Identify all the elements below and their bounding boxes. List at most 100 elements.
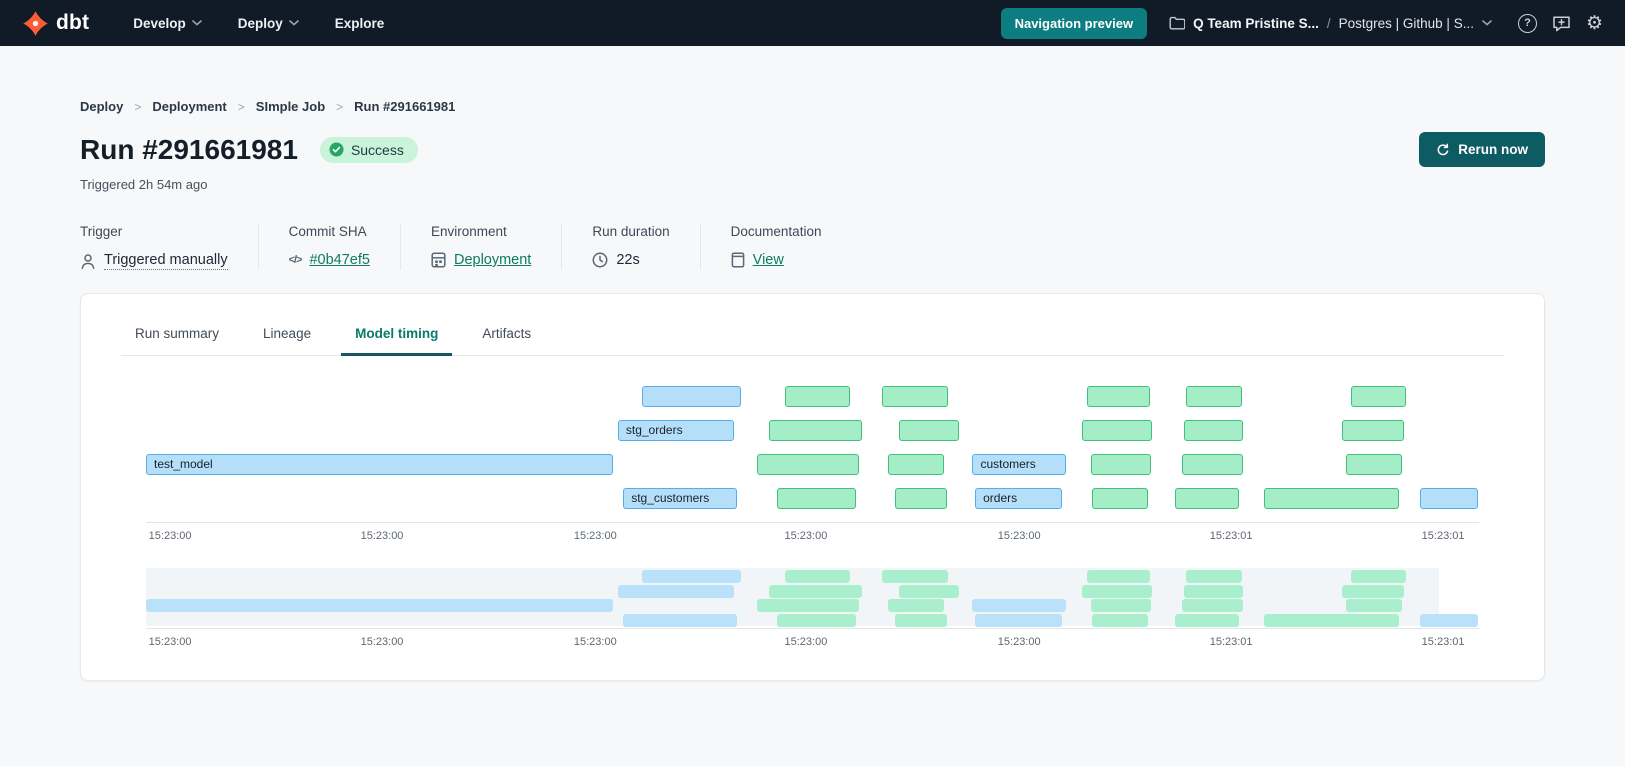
page-content: Deploy > Deployment > SImple Job > Run #…: [0, 99, 1625, 681]
gantt-bar-customers[interactable]: customers: [972, 454, 1066, 475]
tab-lineage[interactable]: Lineage: [263, 326, 312, 341]
minimap-bar: [888, 599, 945, 612]
gantt-bar[interactable]: [1184, 420, 1244, 441]
axis-tick-label: 15:23:00: [573, 636, 617, 648]
tab-artifacts[interactable]: Artifacts: [482, 326, 532, 341]
nav-item-develop[interactable]: Develop: [133, 16, 202, 31]
minimap-row: [146, 570, 1479, 583]
gantt-bar[interactable]: [1092, 488, 1149, 509]
status-badge-label: Success: [350, 141, 404, 158]
gantt-bar[interactable]: [1420, 488, 1478, 509]
gantt-bar[interactable]: [1181, 454, 1244, 475]
nav-item-deploy[interactable]: Deploy: [238, 16, 299, 31]
folder-icon: [1169, 16, 1186, 30]
gantt-bar[interactable]: [1175, 488, 1240, 509]
axis-tick-label: 15:23:01: [1209, 530, 1253, 542]
axis-tick-label: 15:23:01: [1421, 636, 1465, 648]
gantt-bar[interactable]: [899, 420, 960, 441]
meta-label: Documentation: [730, 224, 822, 239]
gantt-bar[interactable]: [776, 488, 857, 509]
nav-item-explore[interactable]: Explore: [335, 16, 385, 31]
title-wrap: Run #291661981 Success: [80, 134, 418, 166]
minimap-bar: [768, 584, 862, 598]
gantt-bar-test_model[interactable]: test_model: [146, 454, 613, 475]
gantt-bar[interactable]: [1264, 488, 1399, 509]
gantt-bar[interactable]: [784, 386, 850, 407]
minimap-bar: [1341, 584, 1405, 598]
meta-label: Environment: [430, 224, 507, 239]
breadcrumb-job[interactable]: SImple Job: [255, 99, 326, 114]
gantt-bar-stg_customers[interactable]: stg_customers: [623, 488, 737, 509]
page-title: Run #291661981: [80, 133, 298, 165]
breadcrumb-separator: >: [336, 99, 344, 114]
tab-bar: Run summary Lineage Model timing Artifac…: [121, 294, 1504, 356]
axis-tick-label: 15:23:01: [1421, 530, 1465, 542]
nav-menu: Develop Deploy Explore: [133, 16, 384, 31]
breadcrumb: Deploy > Deployment > SImple Job > Run #…: [80, 99, 1545, 114]
account-separator: /: [1326, 15, 1331, 31]
minimap-bar: [1091, 599, 1152, 612]
gantt-bar-orders[interactable]: orders: [975, 488, 1062, 509]
gantt-bar[interactable]: [1185, 386, 1242, 407]
minimap-bar: [146, 599, 613, 612]
account-name: Q Team Pristine S...: [1193, 15, 1319, 31]
gantt-bar-stg_orders[interactable]: stg_orders: [617, 420, 734, 441]
gantt-bar[interactable]: [888, 454, 945, 475]
gantt-bar[interactable]: [641, 386, 741, 407]
gantt-bar[interactable]: [1351, 386, 1406, 407]
axis-tick-label: 15:23:00: [784, 530, 828, 542]
run-meta-row: Trigger Triggered manually Commit SHA </…: [80, 224, 1545, 270]
minimap-bar: [756, 599, 860, 612]
status-badge: Success: [319, 136, 418, 163]
gantt-bar[interactable]: [1087, 386, 1150, 407]
top-nav: dbt Develop Deploy Explore Navigation pr…: [0, 0, 1625, 46]
tab-model-timing[interactable]: Model timing: [341, 316, 453, 356]
documentation-view-link[interactable]: View: [752, 252, 784, 268]
axis-tick-label: 15:23:00: [148, 530, 192, 542]
nav-icon-group: ? ⚙: [1517, 12, 1603, 34]
gantt-bar[interactable]: [895, 488, 948, 509]
trigger-value[interactable]: Triggered manually: [104, 252, 228, 270]
meta-label: Run duration: [592, 224, 670, 239]
environment-link[interactable]: Deployment: [453, 252, 532, 268]
gantt-bar[interactable]: [768, 420, 862, 441]
breadcrumb-deployment[interactable]: Deployment: [152, 99, 227, 114]
clock-icon: [592, 252, 608, 268]
minimap-bar: [776, 613, 857, 627]
gantt-bar[interactable]: [881, 386, 949, 407]
rerun-now-button[interactable]: Rerun now: [1419, 132, 1545, 167]
commit-sha-link[interactable]: #0b47ef5: [309, 252, 370, 268]
check-circle-icon: [329, 142, 344, 157]
minimap-bar: [899, 584, 960, 598]
minimap-bar: [1092, 613, 1149, 627]
gantt-bar[interactable]: [756, 454, 860, 475]
breadcrumb-separator: >: [237, 99, 245, 114]
nav-item-label: Deploy: [237, 15, 283, 31]
dbt-logo[interactable]: dbt: [22, 10, 89, 37]
gear-icon[interactable]: ⚙: [1585, 12, 1603, 34]
gantt-row: [146, 386, 1479, 407]
feedback-icon[interactable]: [1552, 15, 1571, 32]
database-icon: [431, 252, 446, 268]
chevron-down-icon: [288, 20, 299, 26]
axis-tick-label: 15:23:00: [573, 530, 617, 542]
navigation-preview-button[interactable]: Navigation preview: [1000, 7, 1148, 39]
minimap-bar: [1420, 613, 1478, 627]
run-duration-value: 22s: [616, 252, 640, 268]
axis-tick-label: 15:23:00: [360, 636, 404, 648]
timeline-minimap[interactable]: [146, 568, 1479, 627]
minimap-bar: [972, 599, 1066, 612]
gantt-bar[interactable]: [1091, 454, 1152, 475]
gantt-row: stg_orders: [146, 420, 1479, 441]
project-name: Postgres | Github | S...: [1338, 15, 1474, 31]
gantt-bar[interactable]: [1081, 420, 1153, 441]
tab-run-summary[interactable]: Run summary: [135, 326, 220, 341]
triggered-ago-text: Triggered 2h 54m ago: [80, 177, 208, 192]
gantt-bar[interactable]: [1341, 420, 1405, 441]
account-switcher[interactable]: Q Team Pristine S... / Postgres | Github…: [1169, 16, 1492, 31]
gantt-bar[interactable]: [1345, 454, 1402, 475]
axis-tick-label: 15:23:01: [1209, 636, 1253, 648]
help-icon[interactable]: ?: [1517, 13, 1537, 33]
breadcrumb-deploy[interactable]: Deploy: [80, 99, 124, 114]
axis-tick-label: 15:23:00: [148, 636, 192, 648]
